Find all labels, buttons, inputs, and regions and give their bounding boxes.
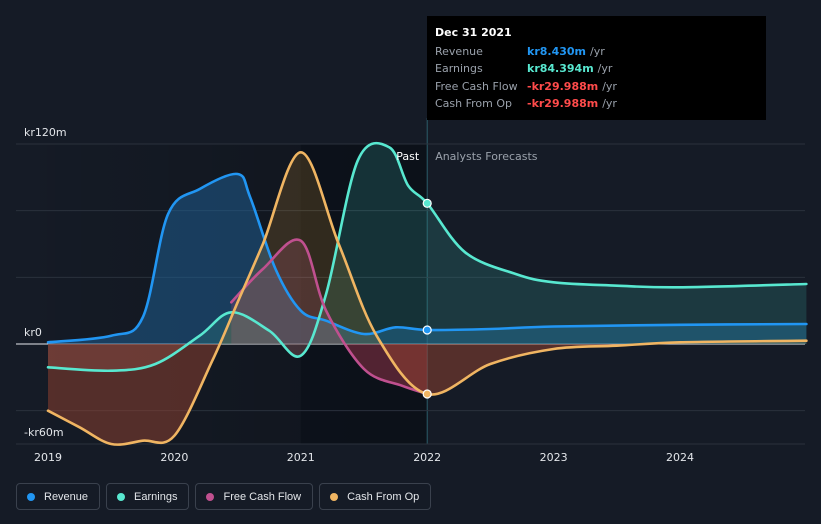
revenue-line <box>46 172 808 344</box>
tooltip-date: Dec 31 2021 <box>435 26 512 39</box>
x-tick-label: 2022 <box>413 451 441 464</box>
tooltip-label: Cash From Op <box>435 97 513 110</box>
forecast-label: Analysts Forecasts <box>435 150 538 163</box>
legend-label: Earnings <box>134 490 178 503</box>
legend-label: Free Cash Flow <box>223 490 302 503</box>
legend-dot-icon <box>27 492 35 501</box>
tooltip-value: -kr29.988m <box>527 79 599 93</box>
free-cash-flow-negative-area <box>231 344 428 394</box>
tooltip-unit: /yr <box>602 79 617 93</box>
past-label: Past <box>396 150 420 163</box>
tooltip-unit: /yr <box>597 62 613 75</box>
earnings-line <box>46 141 808 373</box>
tooltip-label: Revenue <box>435 44 483 58</box>
tooltip-row-cash-from-op: Cash From Op -kr29.988m /yr <box>435 95 758 113</box>
earnings-negative-area <box>48 344 807 371</box>
tooltip-row-earnings: Earnings kr84.394m /yr <box>435 60 758 78</box>
y-tick-label: kr120m <box>24 126 67 139</box>
revenue-marker <box>422 325 432 335</box>
cash-from-op-line <box>46 150 808 446</box>
legend: Revenue Earnings Free Cash Flow Cash Fro… <box>16 483 432 510</box>
tooltip-unit: /yr <box>602 97 617 110</box>
tooltip-unit: /yr <box>590 44 605 58</box>
tooltip-label: Earnings <box>435 62 483 75</box>
x-tick-label: 2021 <box>287 451 315 464</box>
tooltip-row-revenue: Revenue kr8.430m /yr <box>435 43 758 61</box>
x-tick-label: 2024 <box>666 451 694 464</box>
cash-from-op-marker <box>422 389 432 399</box>
tooltip-label: Free Cash Flow <box>435 79 518 93</box>
legend-item-free-cash-flow[interactable]: Free Cash Flow <box>195 483 314 510</box>
free-cash-flow-line <box>230 238 429 396</box>
tooltip-row-free-cash-flow: Free Cash Flow -kr29.988m /yr <box>435 78 758 96</box>
chart: kr120m kr0 -kr60m 2019 2020 2021 2022 2023 2024 P… <box>16 118 808 464</box>
legend-dot-icon <box>330 492 339 501</box>
x-tick-label: 2020 <box>160 451 188 464</box>
cash-from-op-negative-area <box>48 344 807 445</box>
legend-dot-icon <box>206 492 215 501</box>
tooltip-value: kr8.430m <box>527 44 586 58</box>
x-tick-label: 2019 <box>34 451 62 464</box>
legend-item-earnings[interactable]: Earnings <box>106 483 190 510</box>
earnings-marker <box>422 198 432 208</box>
legend-item-revenue[interactable]: Revenue <box>16 483 101 510</box>
legend-label: Cash From Op <box>347 490 420 503</box>
legend-item-cash-from-op[interactable]: Cash From Op <box>319 483 432 510</box>
tooltip: Dec 31 2021 Revenue kr8.430m /yr Earning… <box>427 16 766 120</box>
legend-label: Revenue <box>44 490 89 503</box>
y-tick-label: kr0 <box>24 326 42 339</box>
tooltip-value: kr84.394m <box>527 62 594 75</box>
x-tick-label: 2023 <box>540 451 568 464</box>
y-tick-label: -kr60m <box>24 426 64 439</box>
cash-from-op-area <box>48 152 807 445</box>
tooltip-value: -kr29.988m <box>527 97 599 110</box>
legend-dot-icon <box>117 492 126 501</box>
